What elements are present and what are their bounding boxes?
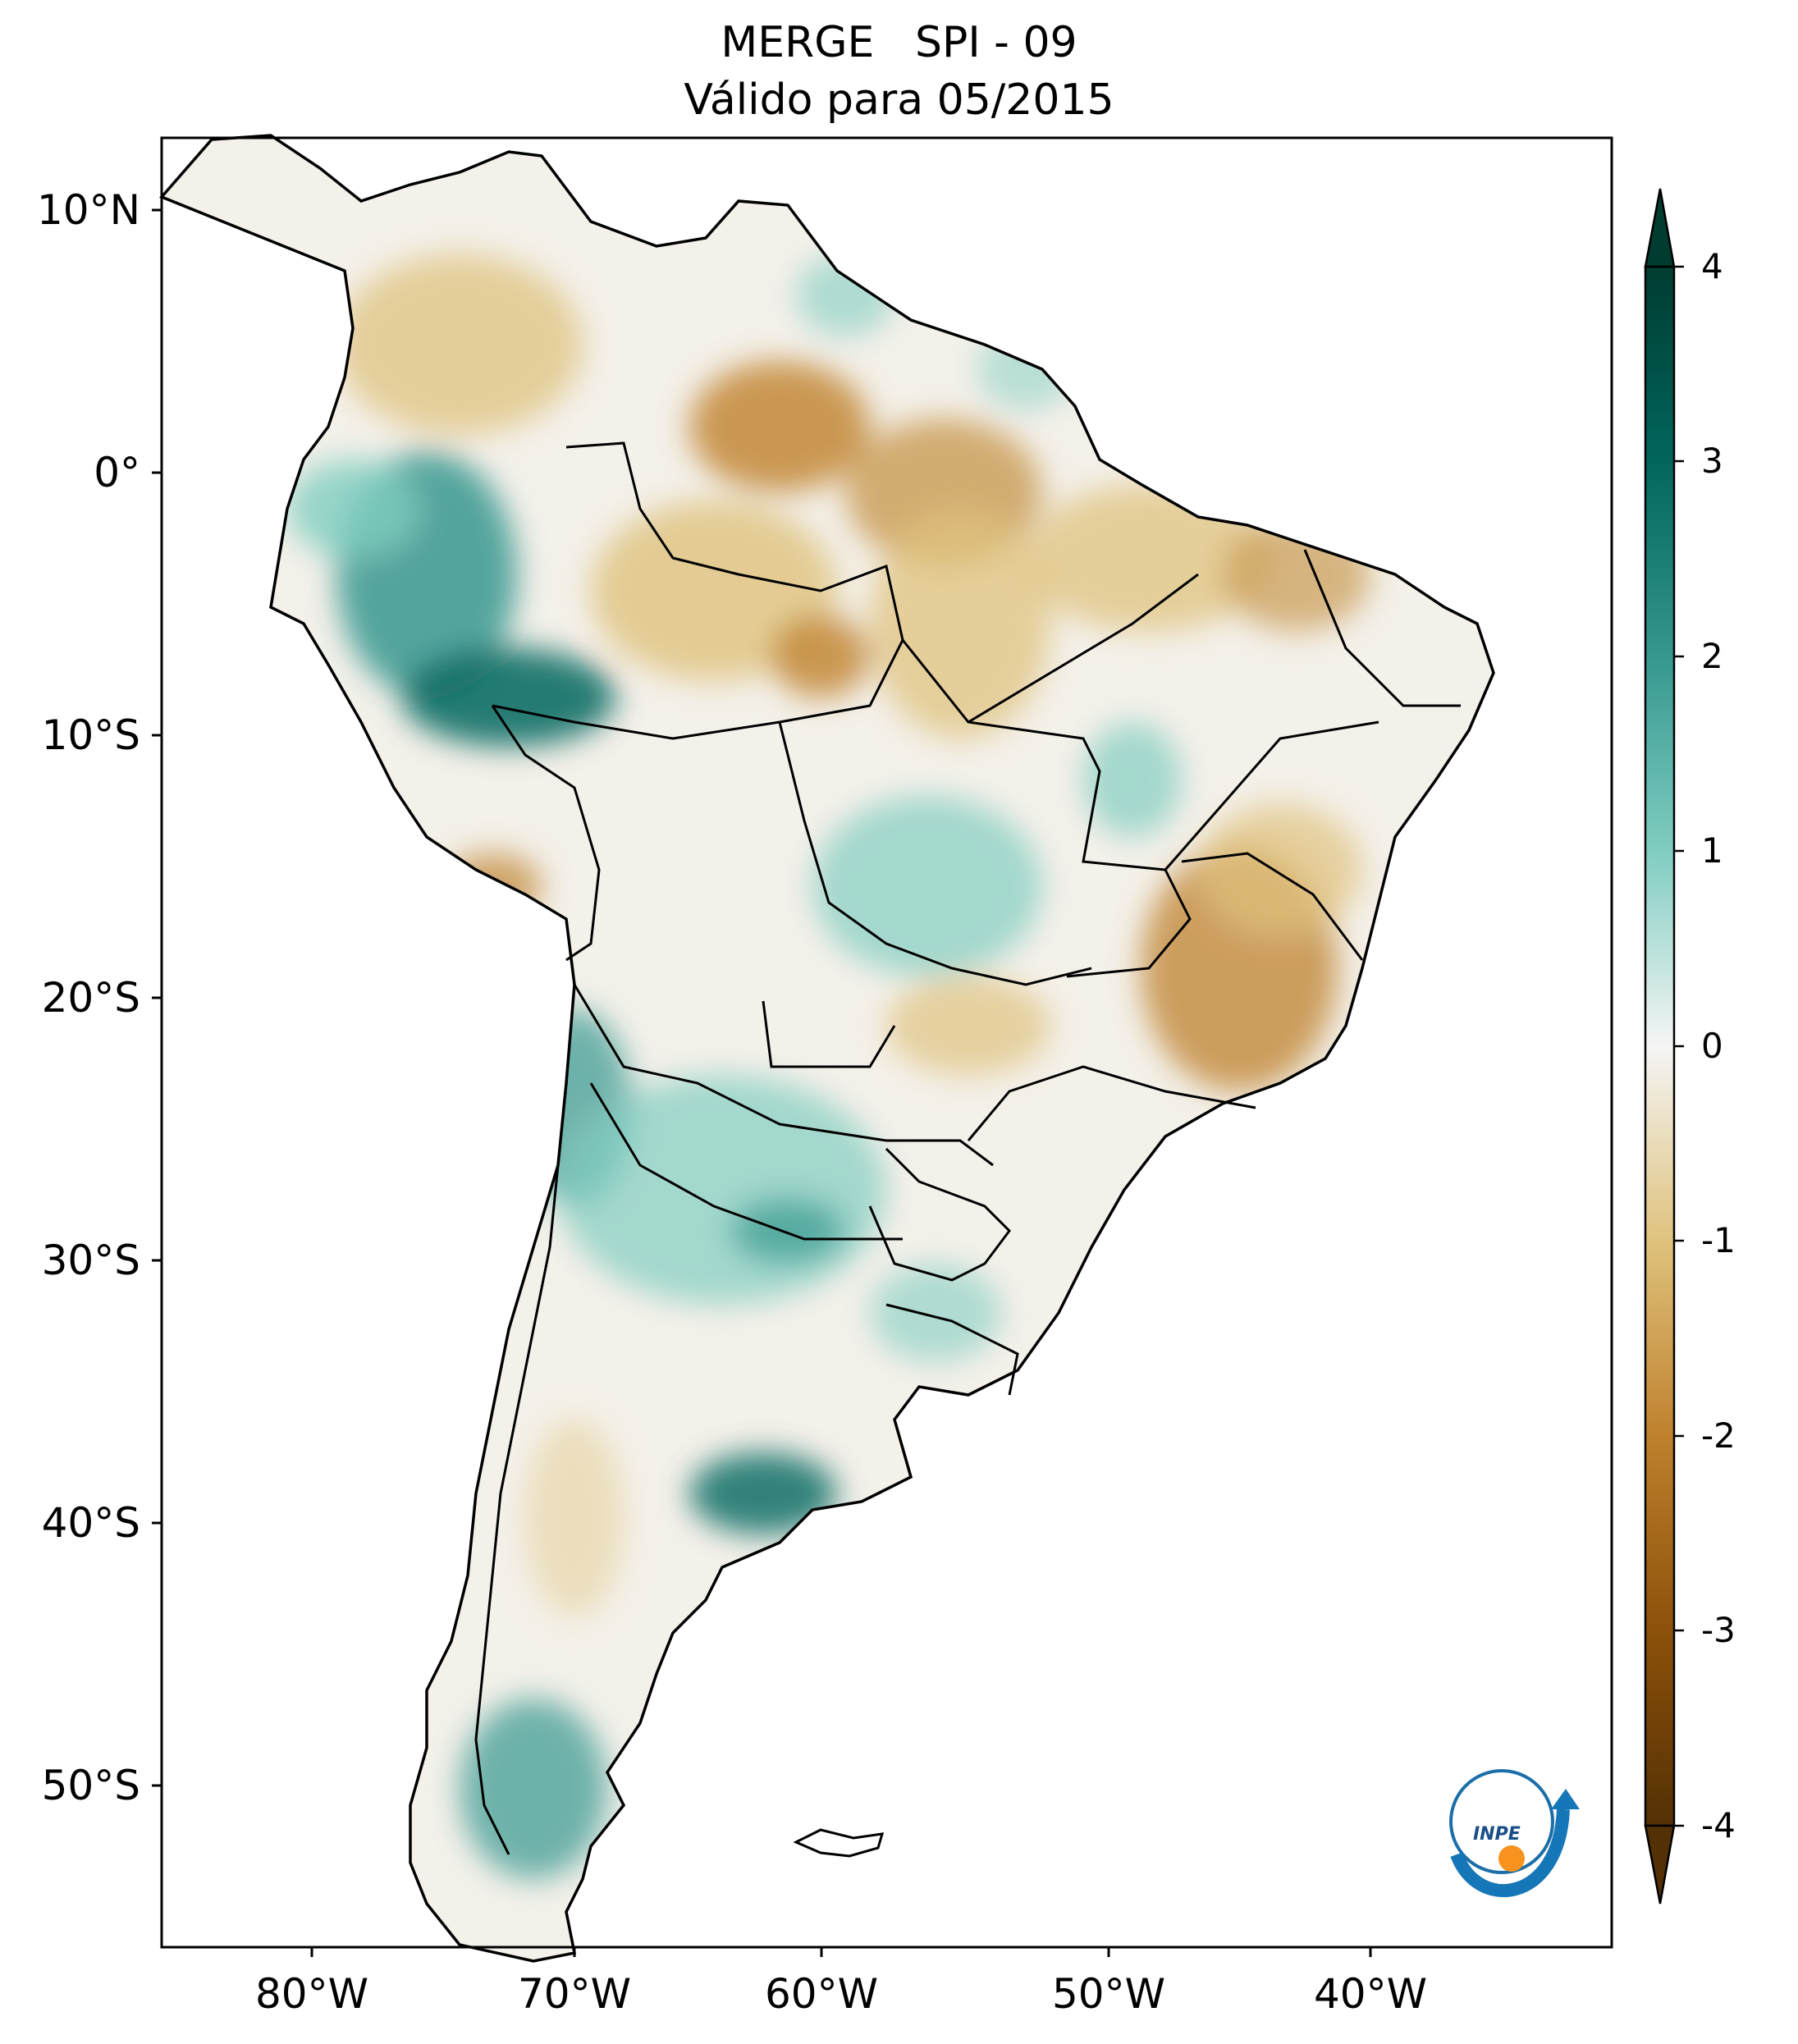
map-frame (160, 136, 1613, 1949)
lon-label-50w: 50°W (1051, 1970, 1166, 2018)
colorbar-tick-neg1: -1 (1701, 1220, 1736, 1260)
colorbar-tick-2: 2 (1701, 636, 1723, 676)
chart-subtitle: Válido para 05/2015 (684, 75, 1114, 125)
colorbar-tick-0: 0 (1701, 1026, 1723, 1066)
colorbar-extend-max (1644, 188, 1676, 268)
colorbar-tick-neg2: -2 (1701, 1415, 1736, 1456)
lat-label-30s: 30°S (41, 1237, 140, 1284)
lat-label-20s: 20°S (41, 974, 140, 1022)
colorbar-tick-1: 1 (1701, 830, 1723, 871)
lat-label-10n: 10°N (36, 186, 140, 234)
political-borders (474, 441, 1461, 1855)
colorbar-tick-4: 4 (1701, 246, 1723, 286)
lat-ticks (152, 208, 162, 1787)
colorbar-tick-3: 3 (1701, 441, 1723, 481)
falkland-islands (793, 1828, 885, 1858)
lon-label-70w: 70°W (517, 1970, 632, 2018)
lon-label-60w: 60°W (764, 1970, 879, 2018)
lat-label-40s: 40°S (41, 1499, 140, 1547)
colorbar-extend-min (1644, 1824, 1676, 1905)
inpe-logo-text: INPE (1473, 1824, 1521, 1845)
lat-label-50s: 50°S (41, 1762, 140, 1809)
colorbar-gradient (1644, 265, 1676, 1827)
spi-field (287, 254, 1370, 1879)
colorbar (1644, 188, 1684, 1905)
colorbar-tick-neg4: -4 (1701, 1805, 1736, 1845)
inpe-logo: INPE (1449, 1769, 1580, 1897)
lon-label-80w: 80°W (254, 1970, 369, 2018)
lat-label-0: 0° (94, 449, 140, 496)
lon-ticks (310, 1947, 1372, 1957)
colorbar-tick-neg3: -3 (1701, 1610, 1736, 1650)
chart-title: MERGE SPI - 09 (721, 18, 1077, 67)
lon-label-40w: 40°W (1313, 1970, 1428, 2018)
lat-label-10s: 10°S (41, 711, 140, 759)
